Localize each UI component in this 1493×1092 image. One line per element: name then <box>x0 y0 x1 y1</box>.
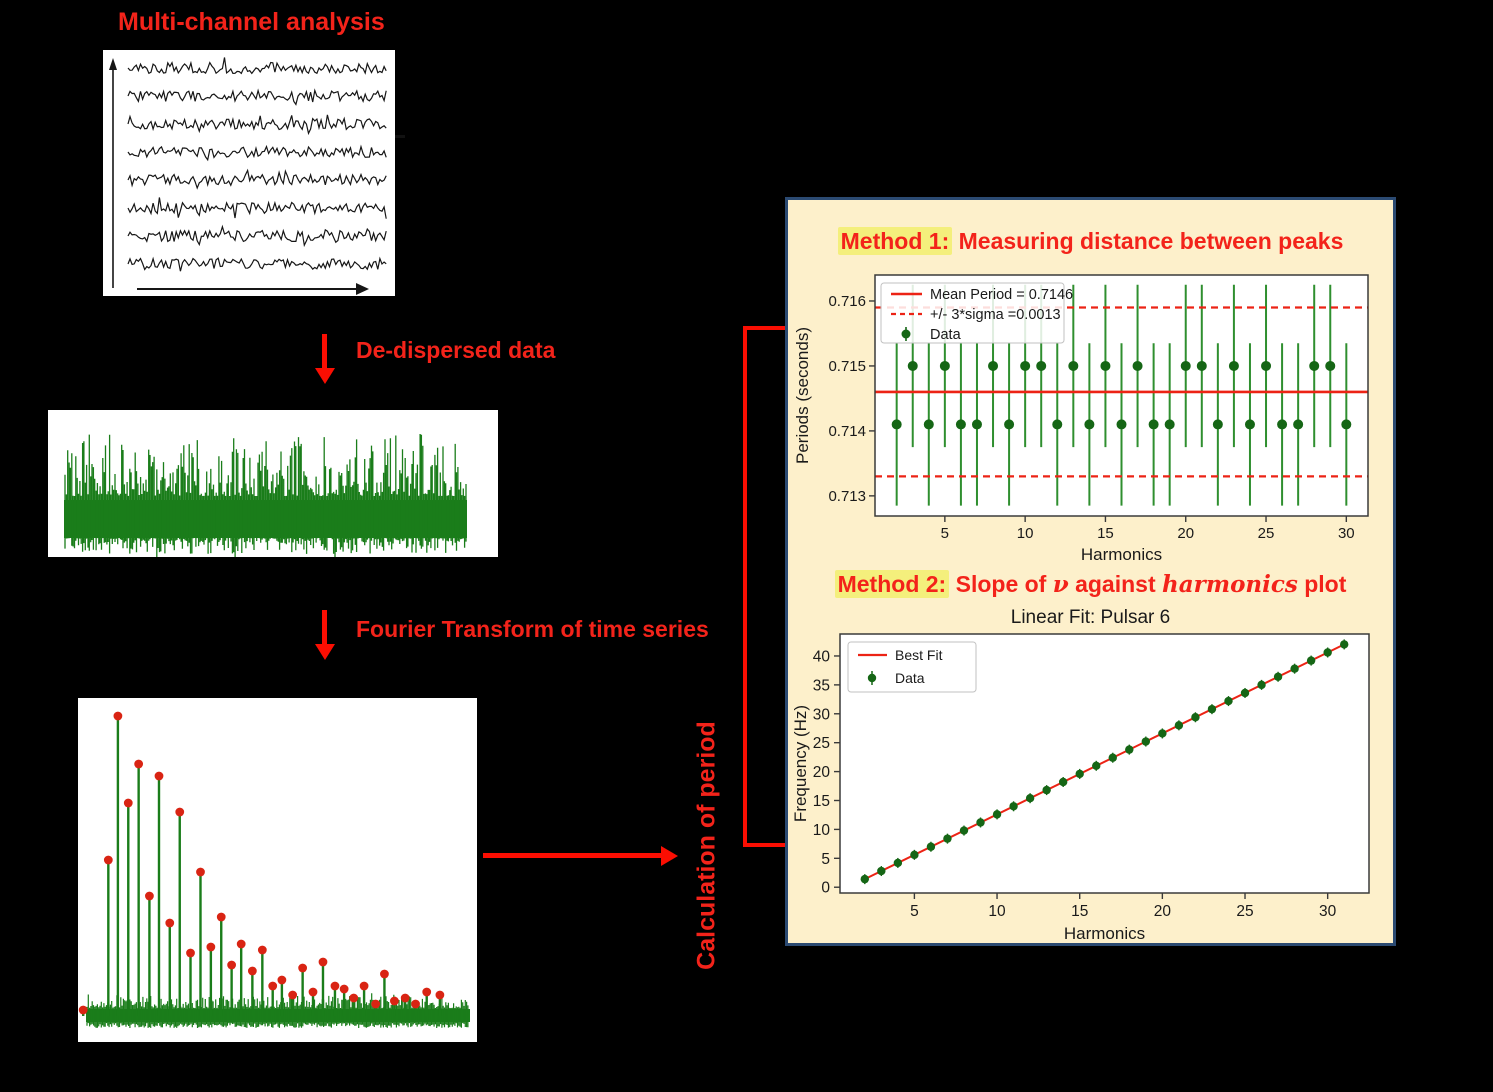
down-arrowhead-icon <box>314 368 335 384</box>
svg-text:35: 35 <box>813 677 830 694</box>
svg-text:30: 30 <box>1338 525 1355 542</box>
down-arrow-icon <box>322 610 327 646</box>
svg-text:5: 5 <box>941 525 949 542</box>
svg-text:0.714: 0.714 <box>828 423 866 440</box>
svg-text:20: 20 <box>813 764 831 781</box>
dedispersed-plot <box>48 410 498 557</box>
svg-text:25: 25 <box>813 735 830 752</box>
svg-text:Best Fit: Best Fit <box>895 647 943 663</box>
svg-text:Periods (seconds): Periods (seconds) <box>793 327 812 464</box>
spectrum-stems <box>78 711 470 1028</box>
multichannel-title: Multi-channel analysis <box>118 8 385 36</box>
svg-text:25: 25 <box>1258 525 1275 542</box>
svg-text:30: 30 <box>1319 903 1337 920</box>
spectrum-plot <box>78 698 477 1042</box>
method1-chart: Mean Period = 0.7146 +/- 3*sigma =0.0013 D… <box>793 274 1369 564</box>
methods-panel: Method 1: Measuring distance between pea… <box>785 197 1396 946</box>
svg-text:20: 20 <box>1154 903 1172 920</box>
bracket-spine <box>743 326 747 847</box>
svg-text:15: 15 <box>1071 903 1088 920</box>
down-arrowhead-icon <box>314 644 335 660</box>
svg-text:0.715: 0.715 <box>828 358 866 375</box>
svg-text:0.713: 0.713 <box>828 488 866 505</box>
svg-text:Mean Period = 0.7146: Mean Period = 0.7146 <box>930 287 1073 303</box>
method1-title: Method 1: Measuring distance between pea… <box>788 227 1393 255</box>
svg-text:10: 10 <box>988 903 1006 920</box>
svg-text:40: 40 <box>813 648 831 665</box>
svg-text:10: 10 <box>1017 525 1034 542</box>
svg-text:25: 25 <box>1236 903 1253 920</box>
multichannel-plot <box>103 50 395 296</box>
svg-text:30: 30 <box>813 706 831 723</box>
dedispersed-signal <box>64 434 467 557</box>
svg-text:Harmonics: Harmonics <box>1064 924 1145 943</box>
method2-badge: Method 2: <box>834 570 950 598</box>
right-arrow-icon <box>483 853 663 858</box>
calculation-label: Calculation of period <box>692 721 721 970</box>
svg-text:20: 20 <box>1177 525 1194 542</box>
bracket-top-arm <box>743 326 787 330</box>
svg-text:0: 0 <box>821 880 830 897</box>
svg-text:Harmonics: Harmonics <box>1081 545 1162 564</box>
method2-chart: Best Fit Data 0 5 10 15 20 25 30 35 40 5 10 15 20 25 30 H… <box>791 633 1370 943</box>
svg-text:15: 15 <box>1097 525 1114 542</box>
down-arrow-icon <box>322 334 327 370</box>
svg-text:5: 5 <box>910 903 919 920</box>
svg-text:+/- 3*sigma =0.0013: +/- 3*sigma =0.0013 <box>930 307 1061 323</box>
right-arrowhead-icon <box>661 845 678 866</box>
svg-text:15: 15 <box>813 793 830 810</box>
dedispersed-label: De-dispersed data <box>356 337 556 363</box>
method2-title-text: Slope of <box>949 571 1053 597</box>
method2-title-text: plot <box>1297 571 1347 597</box>
svg-text:0.716: 0.716 <box>828 293 866 310</box>
svg-text:Data: Data <box>930 327 962 343</box>
harmonics-word: harmonics <box>1162 571 1298 598</box>
method2-title-text: against <box>1068 571 1162 597</box>
method1-badge: Method 1: <box>837 227 953 255</box>
nu-symbol: ν <box>1052 571 1069 598</box>
svg-text:Data: Data <box>895 670 925 686</box>
multichannel-traces <box>109 57 387 295</box>
fourier-label: Fourier Transform of time series <box>356 616 709 642</box>
bracket-bottom-arm <box>743 843 787 847</box>
svg-text:5: 5 <box>821 851 830 868</box>
method1-title-text: Measuring distance between peaks <box>952 228 1344 254</box>
method2-title: Method 2: Slope of ν against harmonics p… <box>788 570 1393 598</box>
channel-tick-mark <box>395 135 405 138</box>
svg-text:Frequency (Hz): Frequency (Hz) <box>791 705 810 822</box>
svg-text:10: 10 <box>813 822 831 839</box>
method2-plot-title: Linear Fit: Pulsar 6 <box>1010 607 1171 628</box>
